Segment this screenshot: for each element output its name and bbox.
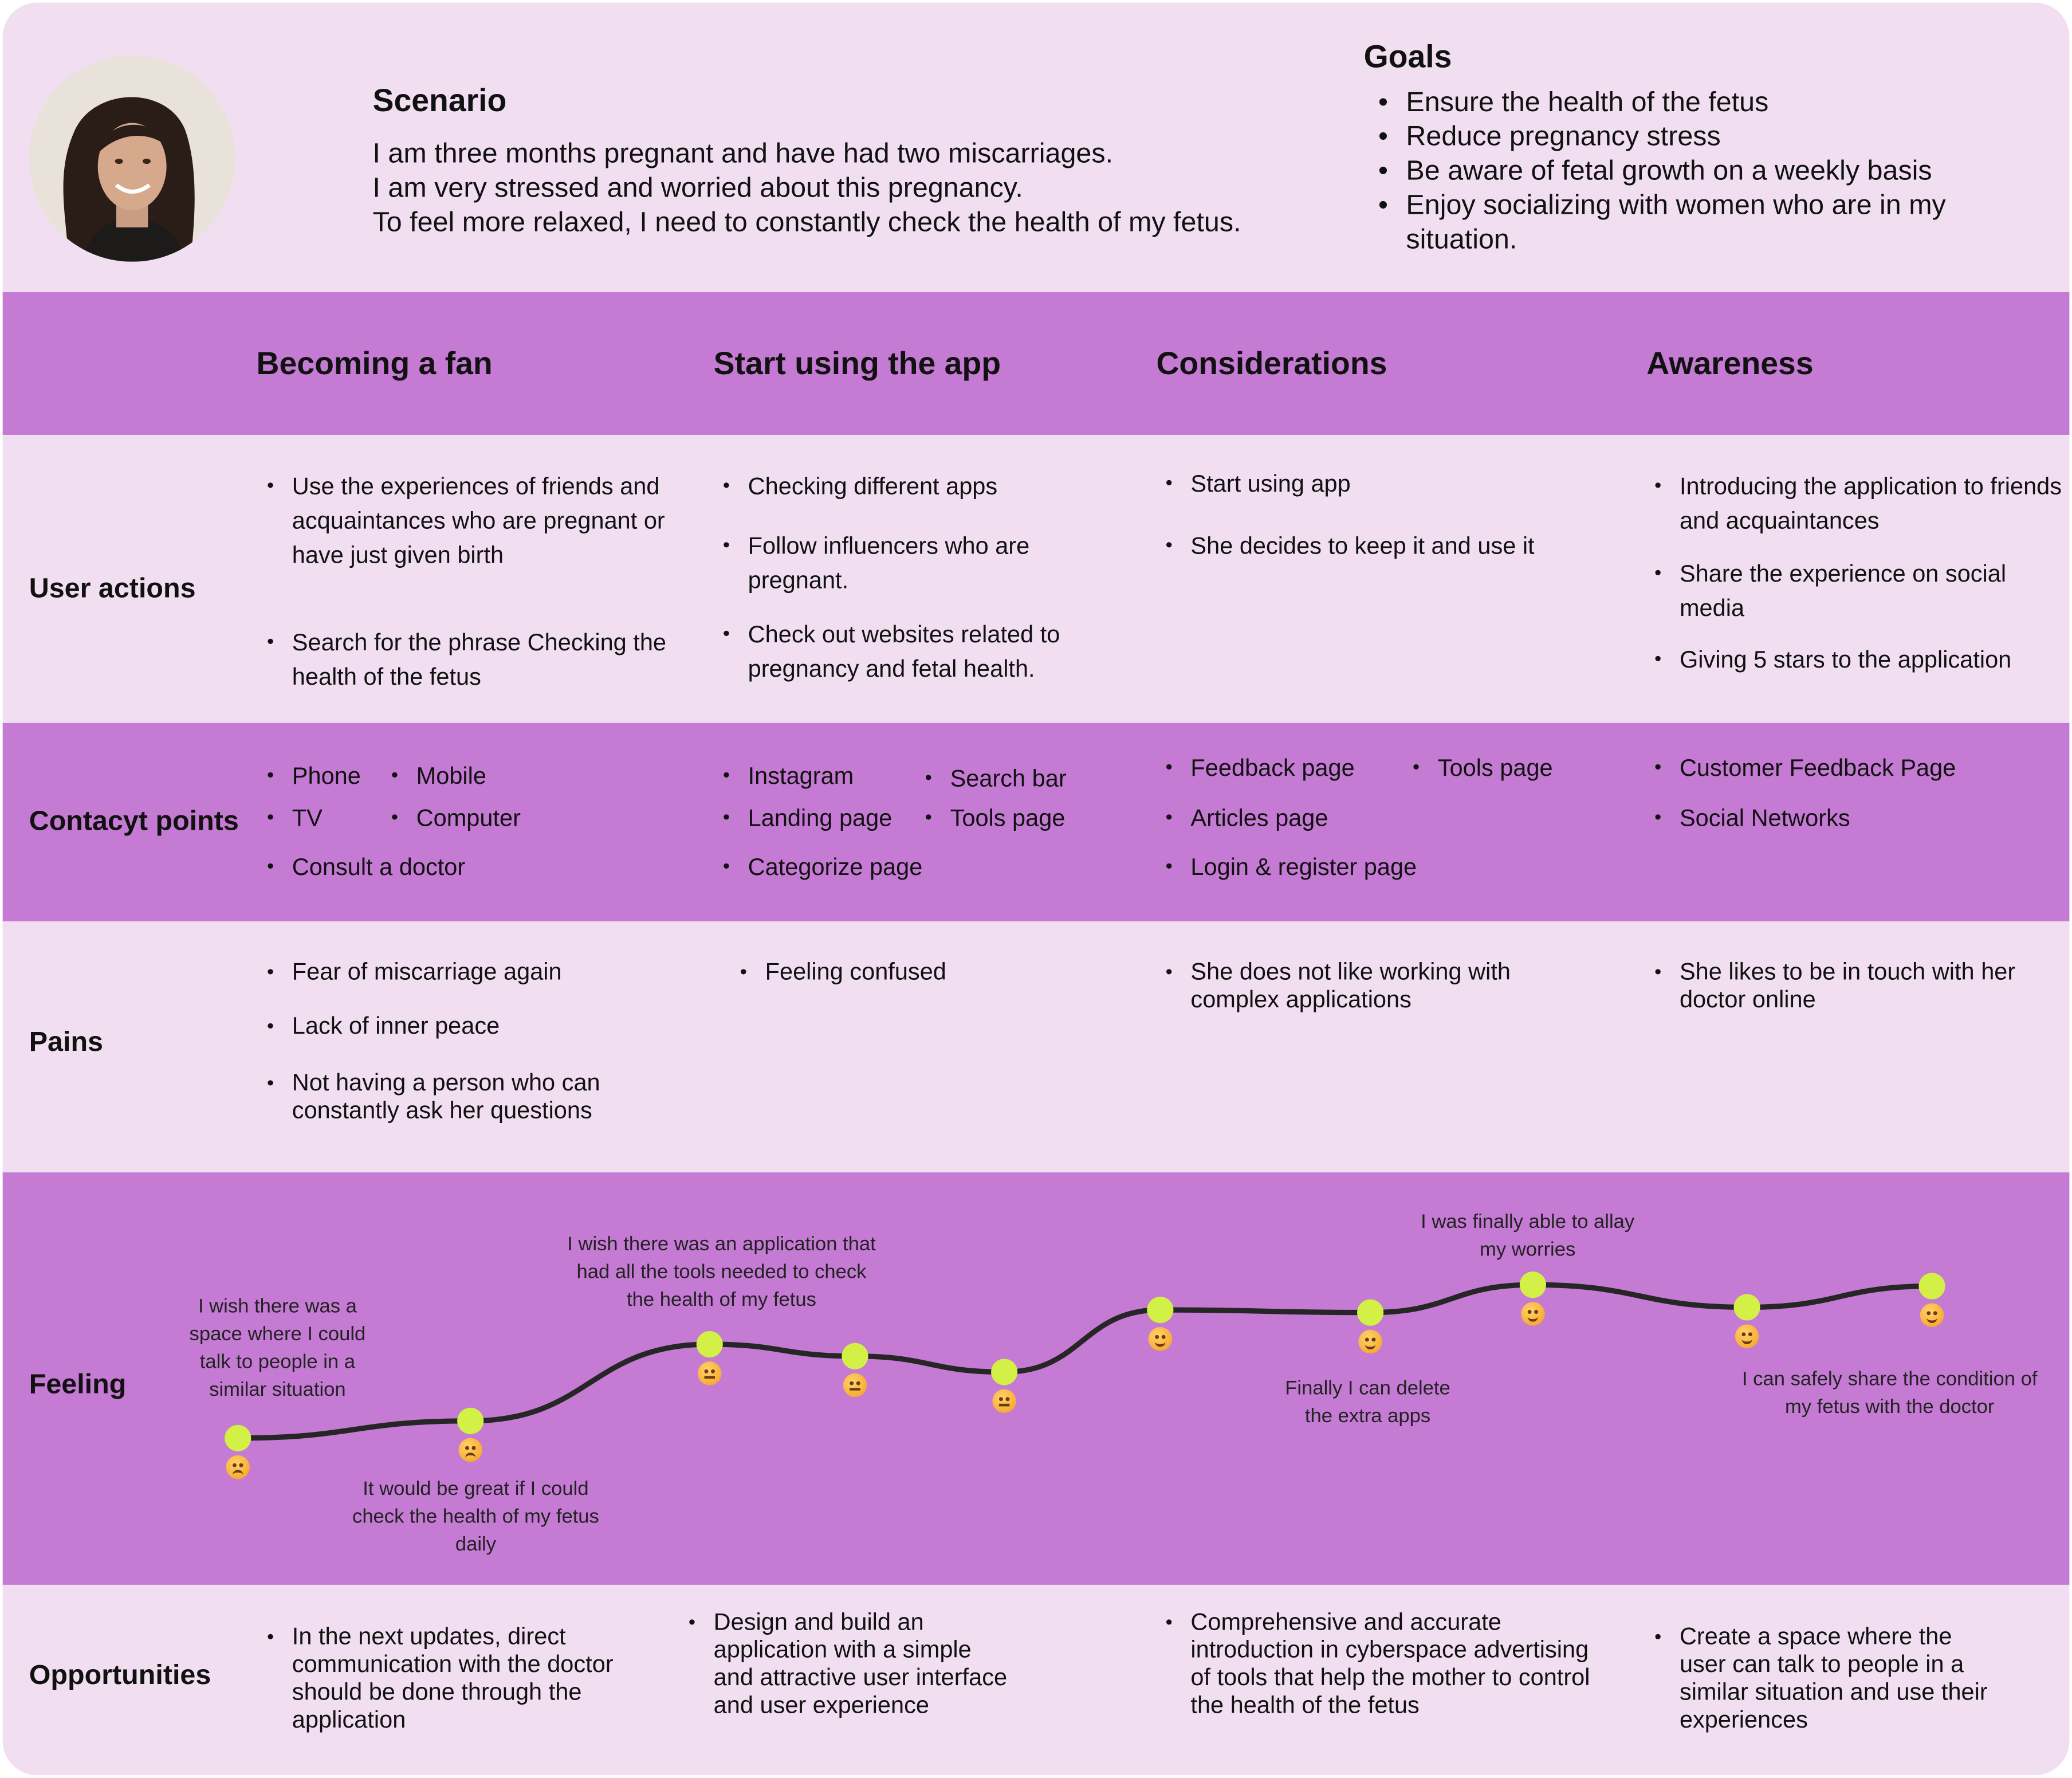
user-action-item: Share the experience on social media [1654, 556, 2063, 625]
contact-point-item: Phone [267, 759, 361, 793]
opportunity-item: Create a space where the user can talk t… [1654, 1623, 1996, 1734]
contact-point-item: Social Networks [1654, 801, 1850, 835]
feeling-point [991, 1359, 1018, 1385]
feeling-point [1918, 1273, 1945, 1300]
contact-point-item: Tools page [1413, 751, 1553, 785]
user-action-item: Start using app [1166, 466, 1627, 501]
feeling-quote: I was finally able to allay my worries [1421, 1211, 1635, 1261]
stage-awareness: Awareness [1646, 346, 1814, 382]
feeling-quote: I wish there was a space where I could t… [189, 1295, 366, 1402]
feeling-curve [235, 1282, 1935, 1441]
opportunity-item: Design and build an application with a s… [689, 1608, 1017, 1720]
pain-item: Lack of inner peace [267, 1012, 609, 1040]
pain-item: Fear of miscarriage again [267, 958, 609, 986]
user-action-item: Introducing the application to friends a… [1654, 469, 2063, 538]
happy-face-icon [1148, 1327, 1173, 1351]
contact-point-item: Customer Feedback Page [1654, 751, 1956, 785]
contact-point-item: Login & register page [1166, 850, 1417, 884]
contact-point-item: Instagram [723, 759, 854, 793]
feeling-point [1357, 1299, 1384, 1326]
user-action-item: Check out websites related to pregnancy … [723, 617, 1131, 686]
contact-point-item: Search bar [925, 762, 1067, 796]
happy-face-icon [1358, 1329, 1382, 1354]
goal-item: Reduce pregnancy stress [1365, 120, 2026, 155]
pain-item: She likes to be in touch with her doctor… [1654, 958, 2069, 1014]
feeling-band [2, 1172, 2070, 1585]
goal-item: Enjoy socializing with women who are in … [1365, 189, 2026, 258]
happy-face-icon [1920, 1303, 1944, 1328]
contact-point-item: Categorize page [723, 850, 923, 884]
stage-start-using-app: Start using the app [713, 346, 1001, 382]
row-label-user-actions: User actions [29, 574, 196, 605]
feeling-point [696, 1330, 723, 1358]
scenario-line: I am very stressed and worried about thi… [372, 173, 1023, 204]
feeling-quote: I can safely share the condition of my f… [1741, 1368, 2038, 1419]
feeling-point [225, 1424, 251, 1451]
user-action-item: Use the experiences of friends and acqua… [267, 469, 675, 572]
row-label-contact-points: Contacyt points [29, 806, 239, 837]
contact-point-item: Tools page [925, 801, 1066, 835]
pain-item: Not having a person who can constantly a… [267, 1069, 609, 1125]
contact-point-item: Articles page [1166, 801, 1328, 835]
feeling-quote: I wish there was an application that had… [567, 1233, 876, 1312]
scenario-line: I am three months pregnant and have had … [372, 139, 1114, 170]
opportunity-item: Comprehensive and accurate introduction … [1166, 1608, 1601, 1720]
feeling-point [457, 1407, 484, 1434]
user-action-item: Checking different apps [723, 469, 1131, 504]
contact-point-item: Feedback page [1166, 751, 1355, 785]
contact-point-item: Landing page [723, 801, 893, 835]
scenario-title: Scenario [372, 83, 507, 119]
user-action-item: She decides to keep it and use it [1166, 529, 1627, 563]
sad-face-icon [458, 1438, 482, 1462]
pain-item: Feeling confused [740, 958, 1109, 986]
stage-becoming-a-fan: Becoming a fan [256, 346, 493, 382]
contact-point-item: Computer [391, 801, 521, 835]
feeling-quote: Finally I can delete the extra apps [1285, 1377, 1450, 1428]
user-action-item: Giving 5 stars to the application [1654, 642, 2063, 677]
neutral-face-icon [697, 1361, 722, 1385]
feeling-quote: It would be great if I could check the h… [352, 1478, 599, 1556]
goals-title: Goals [1363, 40, 1452, 76]
contact-point-item: Mobile [391, 759, 486, 793]
user-action-item: Search for the phrase Checking the healt… [267, 625, 675, 694]
contact-point-item: Consult a doctor [267, 850, 465, 884]
feeling-curve-chart [225, 1271, 1945, 1451]
scenario-line: To feel more relaxed, I need to constant… [372, 207, 1241, 238]
neutral-face-icon [992, 1389, 1016, 1413]
contact-point-item: TV [267, 801, 323, 835]
happy-face-icon [1735, 1324, 1759, 1348]
sad-face-icon [226, 1455, 250, 1479]
feeling-point [1519, 1271, 1546, 1298]
goal-item: Be aware of fetal growth on a weekly bas… [1365, 155, 2026, 189]
happy-face-icon [1521, 1302, 1545, 1326]
feeling-point [1147, 1296, 1174, 1324]
persona-avatar [29, 55, 235, 262]
pain-item: She does not like working with complex a… [1166, 958, 1574, 1014]
goals-list: Ensure the health of the fetus Reduce pr… [1365, 86, 2026, 258]
stages-band: Becoming a fan Start using the app Consi… [2, 292, 2070, 435]
neutral-face-icon [843, 1373, 867, 1398]
scenario-text: I am three months pregnant and have had … [373, 138, 1324, 241]
feeling-point [1733, 1294, 1760, 1321]
opportunity-item: In the next updates, direct communicatio… [267, 1623, 649, 1734]
row-label-feeling: Feeling [29, 1369, 127, 1400]
row-label-pains: Pains [29, 1027, 104, 1058]
goal-item: Ensure the health of the fetus [1365, 86, 2026, 120]
feeling-point [842, 1343, 868, 1369]
user-action-item: Follow influencers who are pregnant. [723, 529, 1131, 598]
row-label-opportunities: Opportunities [29, 1660, 211, 1691]
stage-considerations: Considerations [1156, 346, 1387, 382]
